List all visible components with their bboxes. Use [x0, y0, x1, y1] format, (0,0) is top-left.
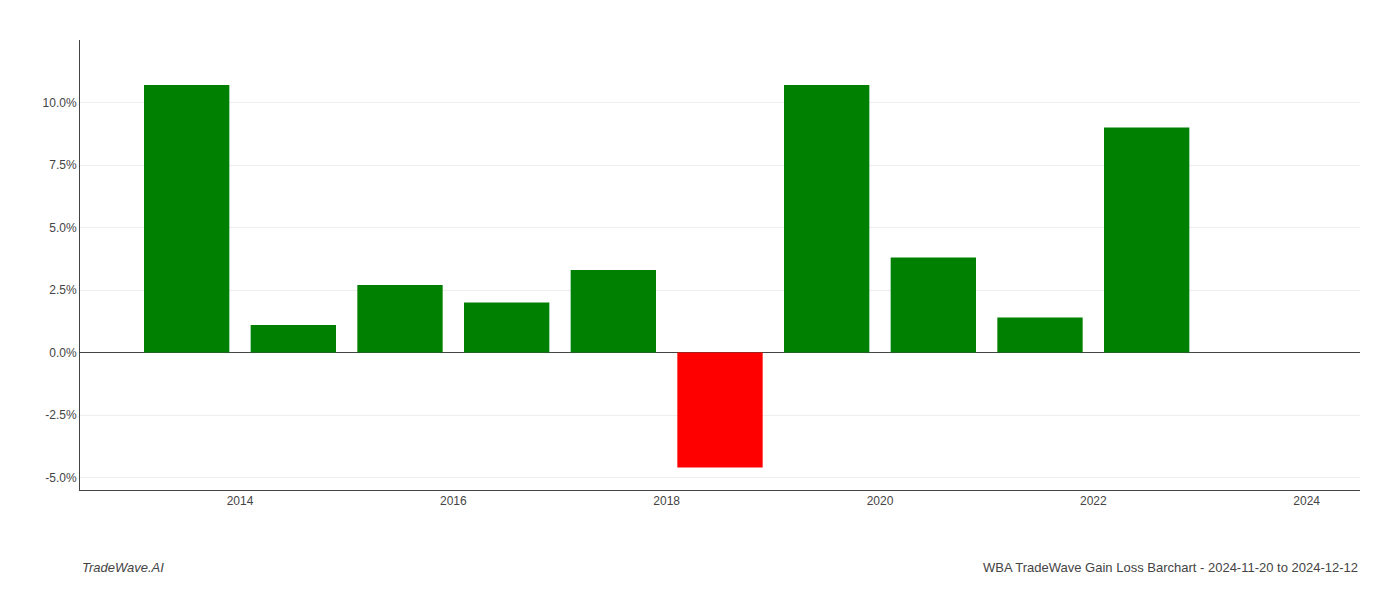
svg-text:2.5%: 2.5% [49, 283, 77, 297]
svg-text:-2.5%: -2.5% [45, 408, 77, 422]
svg-text:7.5%: 7.5% [49, 158, 77, 172]
svg-text:2016: 2016 [440, 494, 467, 508]
svg-text:5.0%: 5.0% [49, 221, 77, 235]
svg-text:2014: 2014 [227, 494, 254, 508]
svg-text:-5.0%: -5.0% [45, 471, 77, 485]
svg-text:2018: 2018 [653, 494, 680, 508]
svg-text:2024: 2024 [1293, 494, 1320, 508]
svg-text:0.0%: 0.0% [49, 346, 77, 360]
svg-text:2020: 2020 [867, 494, 894, 508]
svg-text:10.0%: 10.0% [43, 96, 77, 110]
svg-text:2022: 2022 [1080, 494, 1107, 508]
svg-text:WBA TradeWave Gain Loss Barcha: WBA TradeWave Gain Loss Barchart - 2024-… [983, 560, 1358, 575]
svg-text:TradeWave.AI: TradeWave.AI [82, 560, 164, 575]
